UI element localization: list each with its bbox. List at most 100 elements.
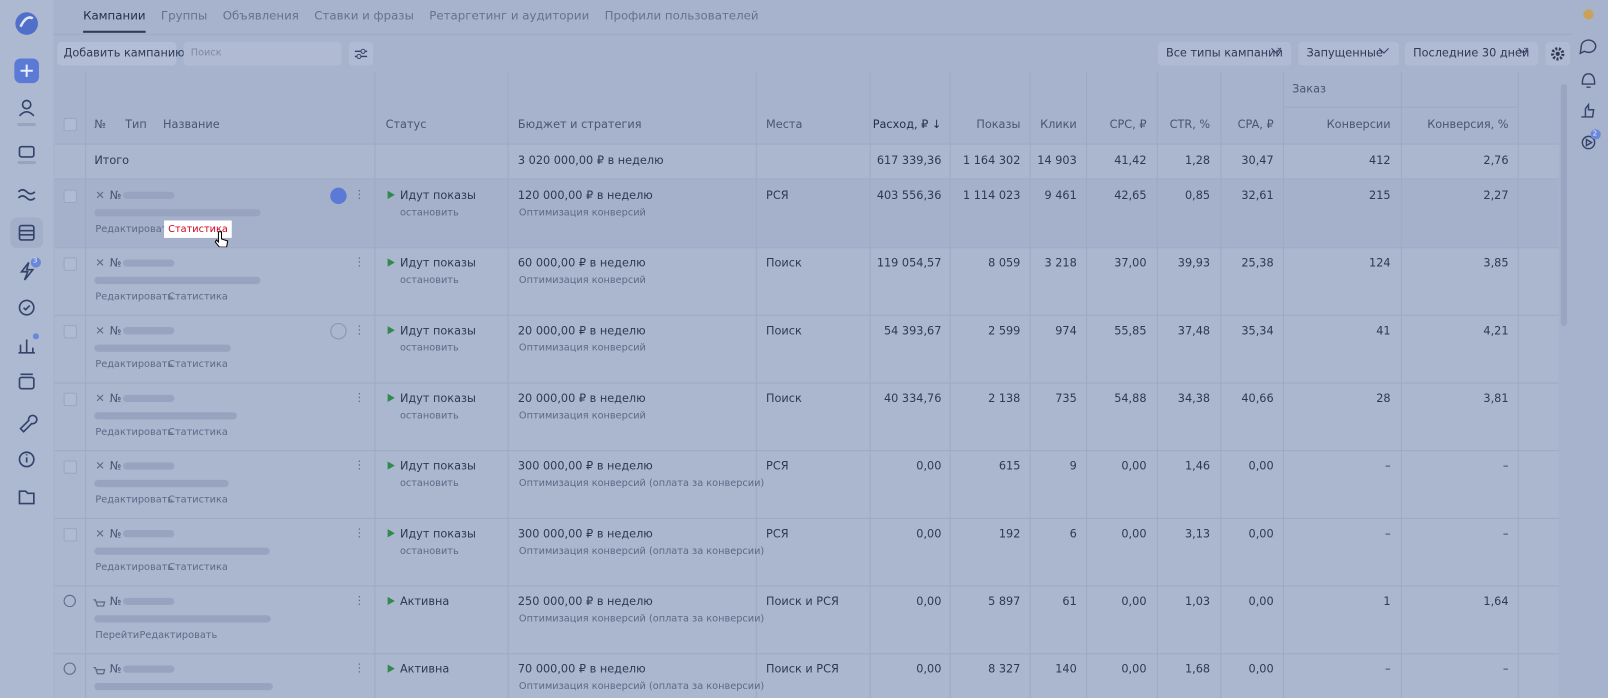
- campaign-id-placeholder: [123, 191, 175, 199]
- campaign-name-placeholder: [94, 615, 271, 623]
- strategy: Оптимизация конверсий (оплата за конверс…: [518, 477, 765, 490]
- status-action[interactable]: остановить: [399, 477, 459, 490]
- column-header[interactable]: Конверсии: [1326, 117, 1391, 132]
- strategy: Оптимизация конверсий (оплата за конверс…: [518, 545, 765, 557]
- row-action[interactable]: Перейти: [95, 629, 140, 641]
- filter: Запущенные: [1306, 46, 1383, 60]
- more-menu[interactable]: ⋮: [353, 187, 366, 201]
- filter-icon[interactable]: [348, 42, 374, 66]
- status-icon: [387, 258, 395, 267]
- column-header[interactable]: CPA, ₽: [1237, 117, 1274, 132]
- metric: –: [1502, 527, 1509, 541]
- campaign-id-placeholder: [123, 394, 175, 402]
- tab[interactable]: Ретаргетинг и аудитории: [429, 8, 590, 23]
- column-header[interactable]: №: [94, 117, 107, 132]
- column-header[interactable]: CPC, ₽: [1109, 117, 1147, 132]
- column-divider: [507, 71, 509, 698]
- add-button-bg[interactable]: [57, 42, 177, 66]
- status: Идут показы: [399, 256, 476, 270]
- status: Идут показы: [399, 391, 476, 406]
- column-header[interactable]: Показы: [976, 117, 1021, 132]
- column-header[interactable]: Название: [163, 117, 220, 132]
- metric: 54 393,67: [883, 324, 942, 338]
- status-action[interactable]: остановить: [399, 545, 459, 557]
- column-header[interactable]: Статус: [385, 117, 427, 132]
- places: Поиск и РСЯ: [766, 662, 839, 676]
- metric: 2 599: [988, 324, 1021, 338]
- campaign-number: №: [109, 662, 122, 676]
- checkbox[interactable]: [63, 117, 77, 132]
- tab[interactable]: Кампании: [83, 8, 146, 23]
- campaign-number: №: [109, 391, 122, 406]
- row-action[interactable]: Статистика: [168, 426, 228, 438]
- status-action[interactable]: остановить: [399, 410, 459, 422]
- row-action[interactable]: Редактировать: [139, 629, 218, 641]
- column-header[interactable]: Тип: [125, 117, 147, 132]
- checkbox[interactable]: [63, 392, 77, 407]
- row-action[interactable]: Статистика: [168, 291, 228, 303]
- checkbox[interactable]: [63, 528, 77, 542]
- row-action[interactable]: Редактировать: [95, 426, 174, 438]
- right-icons: [1579, 9, 1601, 150]
- settings-icon[interactable]: [1545, 42, 1571, 66]
- metric: 0,00: [1121, 459, 1147, 473]
- checkbox[interactable]: [63, 325, 77, 339]
- metric: 37,48: [1177, 324, 1211, 338]
- status-icon: [387, 190, 395, 199]
- tab[interactable]: Группы: [160, 8, 208, 23]
- metric: 0,00: [1248, 662, 1274, 676]
- more-menu[interactable]: ⋮: [353, 255, 366, 269]
- column-header[interactable]: Расход, ₽ ↓: [872, 117, 942, 132]
- strategy: Оптимизация конверсий: [518, 410, 646, 422]
- campaign-name-placeholder: [94, 412, 237, 420]
- status-icon: [387, 664, 395, 673]
- column-header[interactable]: Конверсия, %: [1427, 117, 1509, 132]
- status-action[interactable]: остановить: [399, 274, 459, 287]
- more-menu[interactable]: ⋮: [353, 661, 366, 675]
- search-box[interactable]: [183, 42, 342, 66]
- checkbox[interactable]: [63, 189, 77, 204]
- metric: 0,00: [1121, 594, 1147, 609]
- type-icon: ✕: [95, 188, 105, 203]
- more-menu[interactable]: ⋮: [353, 593, 366, 608]
- column-divider: [1086, 71, 1088, 698]
- row-action[interactable]: Редактировать: [95, 358, 174, 371]
- status-icon: [387, 596, 395, 606]
- more-menu[interactable]: ⋮: [353, 526, 366, 540]
- strategy: Оптимизация конверсий: [518, 274, 646, 287]
- row-action[interactable]: Редактировать: [95, 494, 174, 506]
- checkbox[interactable]: [63, 460, 77, 474]
- header-divider: [1282, 106, 1518, 108]
- tab[interactable]: Профили пользователей: [604, 8, 759, 23]
- type-icon: ✕: [95, 256, 105, 270]
- row-divider: [54, 382, 1559, 384]
- filter-bg[interactable]: [1157, 42, 1292, 66]
- row-action[interactable]: Статистика: [168, 561, 228, 574]
- row-action[interactable]: Редактировать: [95, 561, 174, 574]
- cart-icon: [93, 594, 106, 607]
- column-header[interactable]: Места: [766, 117, 803, 132]
- places: Поиск: [766, 391, 802, 406]
- metric: 735: [1055, 391, 1077, 406]
- more-menu[interactable]: ⋮: [353, 323, 366, 337]
- status-action[interactable]: остановить: [399, 207, 459, 219]
- row-action[interactable]: Редактировать: [95, 291, 174, 303]
- checkbox[interactable]: [63, 257, 77, 271]
- row-action[interactable]: Статистика: [168, 358, 228, 371]
- column-header[interactable]: Бюджет и стратегия: [517, 117, 642, 132]
- column-header[interactable]: CTR, %: [1169, 117, 1211, 132]
- row-action[interactable]: Редактировать: [95, 223, 174, 235]
- column-header[interactable]: Клики: [1040, 117, 1077, 132]
- tab[interactable]: Ставки и фразы: [314, 8, 414, 23]
- filter-bg[interactable]: [1404, 42, 1539, 66]
- filter-bg[interactable]: [1298, 42, 1399, 66]
- row-action[interactable]: Статистика: [164, 220, 232, 238]
- metric: 3 218: [1044, 256, 1077, 270]
- more-menu[interactable]: ⋮: [353, 390, 366, 405]
- more-menu[interactable]: ⋮: [353, 458, 366, 472]
- tab[interactable]: Объявления: [222, 8, 299, 23]
- metric: 1,03: [1184, 594, 1211, 609]
- status-action[interactable]: остановить: [399, 342, 459, 354]
- row-action[interactable]: Статистика: [168, 494, 228, 506]
- add-button[interactable]: Добавить кампанию: [63, 46, 185, 60]
